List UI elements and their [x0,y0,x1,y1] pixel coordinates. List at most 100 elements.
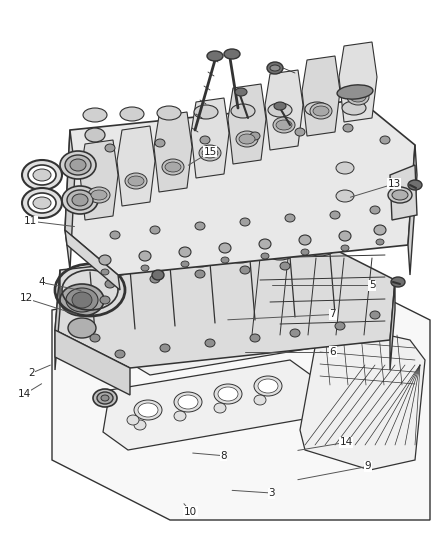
Ellipse shape [128,176,144,186]
Text: 14: 14 [18,390,31,399]
Ellipse shape [347,89,369,105]
Ellipse shape [250,334,260,342]
Polygon shape [390,280,395,370]
Ellipse shape [134,420,146,430]
Ellipse shape [127,415,139,425]
Ellipse shape [28,193,56,213]
Ellipse shape [218,387,238,401]
Polygon shape [300,320,425,470]
Ellipse shape [295,128,305,136]
Ellipse shape [178,395,198,409]
Text: 4: 4 [38,278,45,287]
Ellipse shape [151,330,179,350]
Ellipse shape [313,106,329,116]
Ellipse shape [254,376,282,396]
Ellipse shape [207,51,223,61]
Ellipse shape [264,308,292,328]
Polygon shape [117,126,155,206]
Text: 11: 11 [24,216,37,226]
Ellipse shape [350,92,366,102]
Polygon shape [408,145,417,275]
Ellipse shape [337,85,373,99]
Polygon shape [191,98,229,178]
Ellipse shape [200,136,210,144]
Ellipse shape [331,186,359,206]
Ellipse shape [205,339,215,347]
Ellipse shape [72,194,88,206]
Ellipse shape [105,144,115,152]
Ellipse shape [22,188,62,218]
Text: 15: 15 [204,147,217,157]
Ellipse shape [331,158,359,178]
Ellipse shape [66,288,98,312]
Ellipse shape [330,211,340,219]
Ellipse shape [270,65,280,71]
Ellipse shape [149,348,161,358]
Ellipse shape [202,148,218,158]
Ellipse shape [33,197,51,209]
Ellipse shape [267,62,283,74]
Ellipse shape [374,225,386,235]
Ellipse shape [276,120,292,130]
Text: 10: 10 [184,507,197,516]
Ellipse shape [339,231,351,241]
Ellipse shape [274,102,286,110]
Text: 5: 5 [369,280,376,290]
Ellipse shape [155,139,165,147]
Ellipse shape [224,316,252,336]
Polygon shape [390,165,417,220]
Polygon shape [65,130,75,270]
Ellipse shape [280,262,290,270]
Ellipse shape [376,239,384,245]
Ellipse shape [110,231,120,239]
Ellipse shape [370,311,380,319]
Ellipse shape [62,186,98,214]
Ellipse shape [309,243,331,253]
Ellipse shape [380,136,390,144]
Ellipse shape [392,190,408,200]
Ellipse shape [88,187,110,203]
Ellipse shape [231,104,255,118]
Polygon shape [55,330,130,395]
Ellipse shape [145,255,175,271]
Ellipse shape [120,107,144,121]
Ellipse shape [91,190,107,200]
Ellipse shape [189,339,201,349]
Ellipse shape [33,169,51,181]
Text: 6: 6 [329,347,336,357]
Ellipse shape [155,333,175,347]
Ellipse shape [195,270,205,278]
Ellipse shape [219,243,231,253]
Ellipse shape [343,124,353,132]
Ellipse shape [194,105,218,119]
Polygon shape [125,290,335,375]
Polygon shape [55,242,395,368]
Ellipse shape [325,181,365,211]
Ellipse shape [68,318,96,338]
Ellipse shape [258,379,278,393]
Ellipse shape [225,247,255,263]
Ellipse shape [310,103,332,119]
Ellipse shape [93,389,117,407]
Ellipse shape [229,332,241,342]
Ellipse shape [141,265,149,271]
Text: 7: 7 [329,310,336,319]
Ellipse shape [240,266,250,274]
Ellipse shape [157,106,181,120]
Text: 9: 9 [364,462,371,471]
Ellipse shape [99,255,111,265]
Ellipse shape [261,253,269,259]
Ellipse shape [150,275,160,283]
Ellipse shape [305,240,335,256]
Ellipse shape [72,292,92,308]
Ellipse shape [186,323,214,343]
Ellipse shape [165,162,181,172]
Ellipse shape [174,411,186,421]
Ellipse shape [199,145,221,161]
Ellipse shape [174,392,202,412]
Ellipse shape [229,250,251,260]
Ellipse shape [325,153,365,183]
Ellipse shape [28,165,56,185]
Ellipse shape [104,263,126,273]
Ellipse shape [342,101,366,115]
